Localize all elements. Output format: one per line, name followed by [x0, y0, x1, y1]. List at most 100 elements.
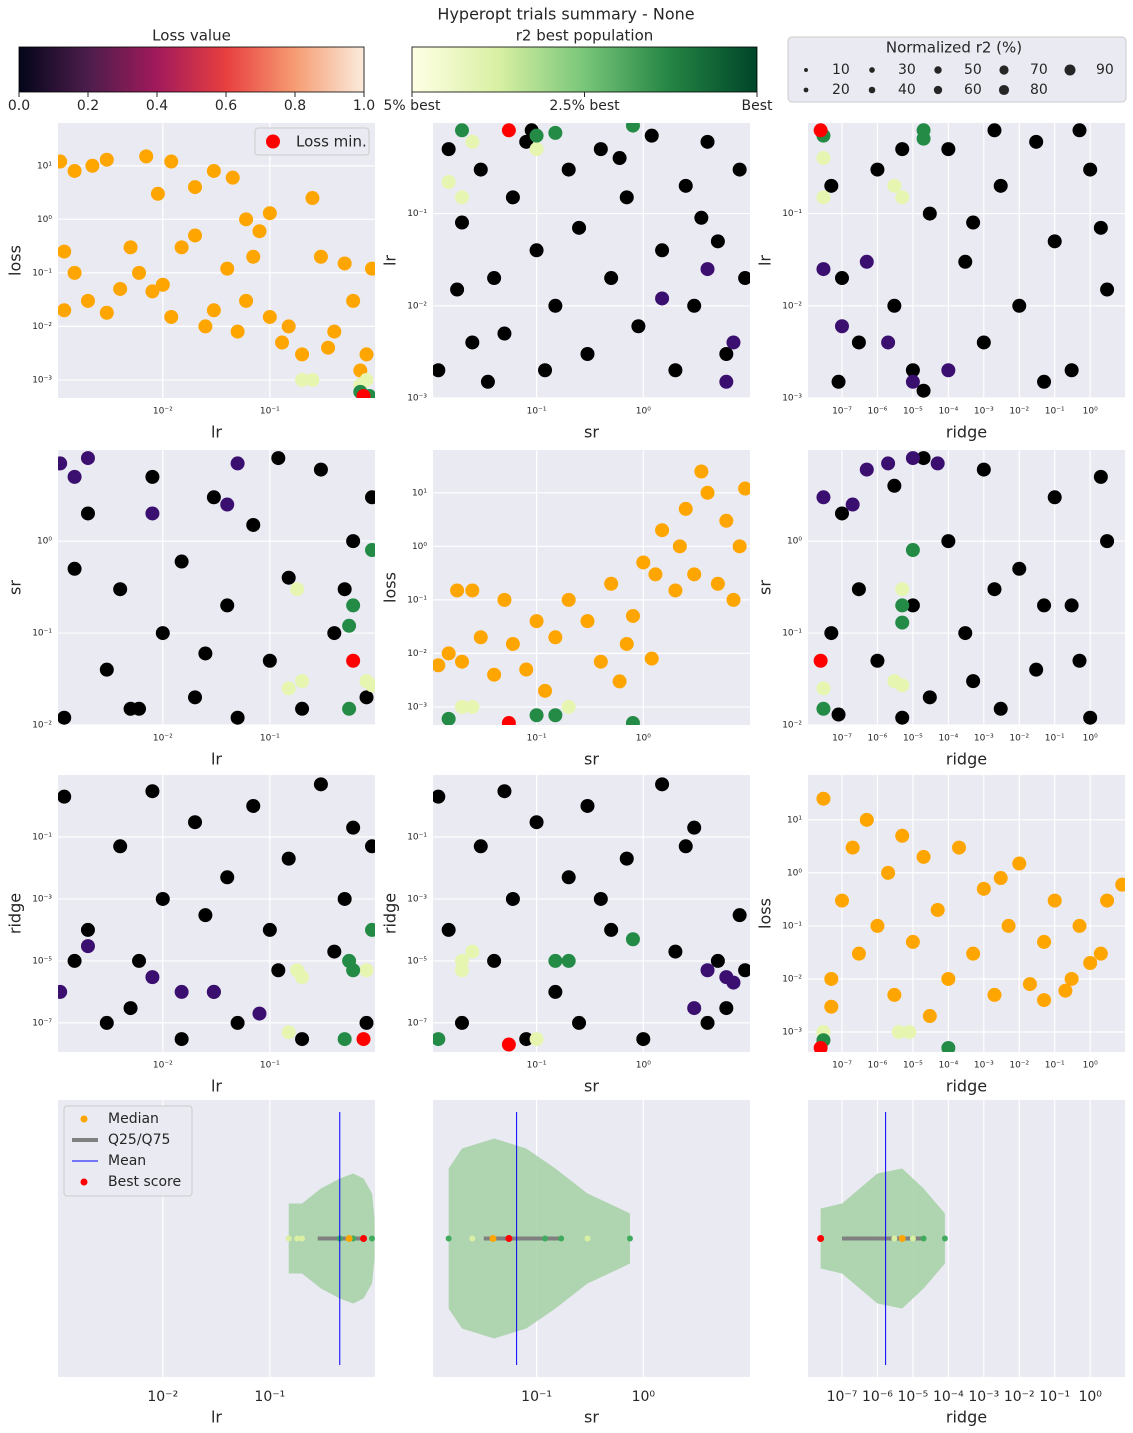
x-tick-label: 10⁻² [1009, 734, 1029, 744]
point [67, 265, 82, 280]
point [145, 784, 160, 799]
point [113, 281, 128, 296]
point [870, 918, 885, 933]
point [1064, 598, 1079, 613]
point [188, 180, 203, 195]
point [1093, 220, 1108, 235]
point [548, 953, 563, 968]
point [558, 1235, 565, 1242]
point [816, 190, 831, 205]
point [1083, 955, 1098, 970]
point [941, 1040, 956, 1052]
point [538, 363, 553, 378]
point [473, 630, 488, 645]
point [700, 963, 715, 978]
plot-marks [813, 791, 1125, 1052]
point [206, 984, 221, 999]
colorbar-tick-label: 1.0 [353, 98, 375, 114]
point [299, 1235, 306, 1242]
point [1047, 234, 1062, 249]
point [834, 271, 849, 286]
point [365, 543, 375, 558]
point [155, 626, 170, 641]
point [700, 134, 715, 149]
point [922, 690, 937, 705]
point [1083, 162, 1098, 177]
point [831, 374, 846, 389]
point [529, 1032, 544, 1047]
x-tick-label: 10⁻¹ [260, 1061, 280, 1071]
point [644, 128, 659, 143]
point [164, 309, 179, 324]
median-point [898, 1235, 906, 1242]
point [174, 554, 189, 569]
x-axis-label: sr [584, 1077, 599, 1096]
point [359, 347, 374, 362]
x-tick-label: 10⁰ [632, 1389, 656, 1405]
y-tick-label: 10⁻³ [407, 394, 427, 404]
point [644, 651, 659, 666]
legend-label: Median [108, 1111, 159, 1127]
point [941, 142, 956, 157]
point [295, 1032, 310, 1047]
point [529, 815, 544, 830]
point [346, 820, 361, 835]
point [365, 490, 375, 505]
point [1029, 662, 1044, 677]
point [891, 1025, 906, 1040]
point [732, 162, 747, 177]
point [930, 456, 945, 471]
point [85, 158, 100, 173]
point [342, 701, 357, 716]
point [895, 828, 910, 843]
point [454, 190, 469, 205]
point [619, 190, 634, 205]
point [155, 891, 170, 906]
x-tick-label: 10⁻² [147, 1389, 178, 1405]
x-axis-label: sr [584, 423, 599, 442]
point [1072, 918, 1087, 933]
point [916, 849, 931, 864]
point [1093, 469, 1108, 484]
point [895, 142, 910, 157]
point [895, 190, 910, 205]
y-tick-label: 10⁻² [782, 721, 802, 731]
point [359, 963, 374, 978]
point [941, 363, 956, 378]
point [174, 984, 189, 999]
y-tick-label: 10⁻³ [407, 894, 427, 904]
y-tick-label: 10⁻⁵ [407, 956, 427, 966]
colorbar-title: r2 best population [516, 27, 654, 45]
legend-label: 80 [1030, 82, 1048, 98]
point [732, 539, 747, 554]
point [694, 464, 709, 479]
point [891, 1235, 898, 1242]
point [246, 798, 261, 813]
point [548, 984, 563, 999]
x-tick-label: 10⁻⁴ [933, 1389, 964, 1405]
y-axis-label: ridge [6, 893, 25, 934]
y-tick-label: 10⁻² [407, 301, 427, 311]
point [710, 953, 725, 968]
point [465, 335, 480, 350]
point [548, 298, 563, 313]
point [1100, 893, 1115, 908]
point [678, 178, 693, 193]
y-tick-label: 10⁰ [37, 215, 52, 225]
point [719, 347, 734, 362]
point [816, 791, 831, 806]
point [816, 262, 831, 277]
point [1093, 946, 1108, 961]
point [987, 582, 1002, 597]
point [454, 1015, 469, 1030]
point [505, 891, 520, 906]
point [239, 212, 254, 227]
legend-marker [998, 84, 1010, 96]
point [719, 374, 734, 389]
point [542, 1235, 549, 1242]
point [987, 123, 1002, 138]
x-axis-label: lr [211, 1077, 222, 1096]
point [433, 1032, 446, 1047]
point [321, 340, 336, 355]
y-tick-label: 10⁻³ [782, 394, 802, 404]
